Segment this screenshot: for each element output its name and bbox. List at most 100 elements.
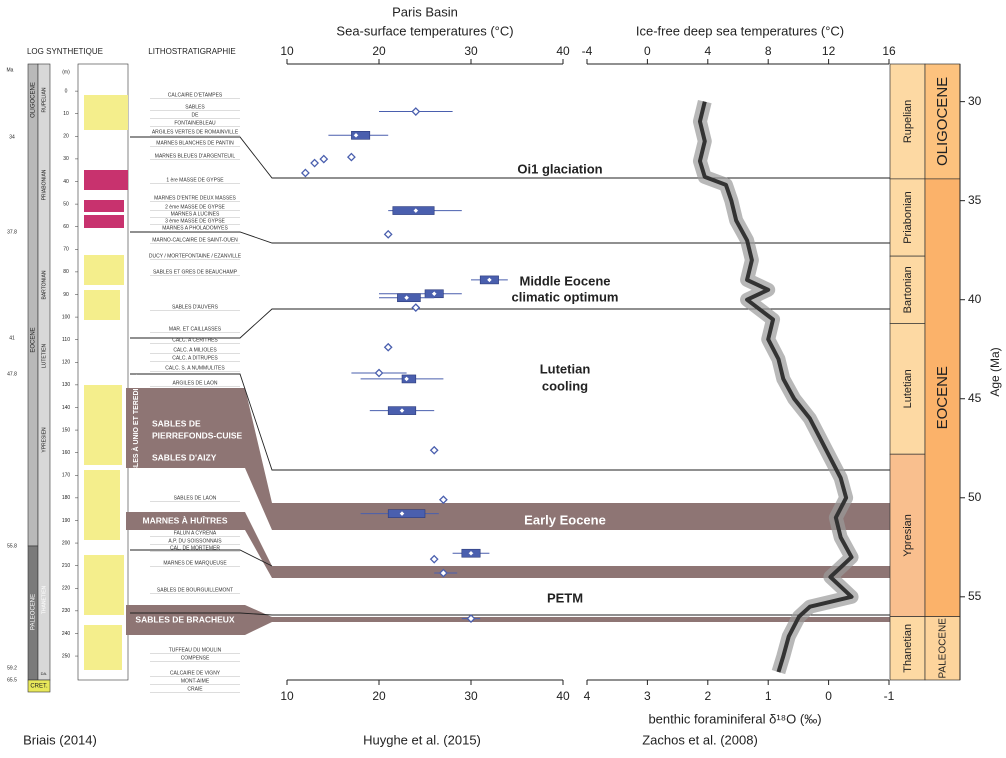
litho-label: MAR. ET CAILLASSES xyxy=(169,326,222,332)
litho-label: CALC. S. A NUMMULITES xyxy=(165,365,225,371)
point xyxy=(431,556,438,563)
point xyxy=(412,108,419,115)
litho-label: 3 ème MASSE DE GYPSE xyxy=(165,218,225,224)
figure: LOG SYNTHETIQUE LITHOSTRATIGRAPHIE Ma (m… xyxy=(0,0,1006,753)
x2-axis-title: Ice-free deep sea temperatures (°C) xyxy=(636,23,844,38)
point xyxy=(311,160,318,167)
x-tick-label: 20 xyxy=(372,44,386,58)
litho-label: CALCAIRE D'ETAMPES xyxy=(168,92,223,98)
log-age: 37.8 xyxy=(7,229,17,235)
y-tick-label: 55 xyxy=(968,589,982,603)
litho-label: 2 ème MASSE DE GYPSE xyxy=(165,204,225,210)
sand-label: SABLES DE BRACHEUX xyxy=(135,614,235,624)
source: Zachos et al. (2008) xyxy=(642,732,758,747)
depth-label: 210 xyxy=(62,563,71,569)
depth-label: 230 xyxy=(62,608,71,614)
litho-label: CAL. DE MORTEMER xyxy=(170,545,220,551)
y-tick-label: 30 xyxy=(968,94,982,108)
log-age: 65.5 xyxy=(7,677,17,683)
depth-label: 140 xyxy=(62,405,71,411)
log-stage: DA. xyxy=(41,671,48,676)
litho-label: MARNES BLANCHES DE PANTIN xyxy=(156,140,234,146)
litho-label: CALC. A CERITHES xyxy=(172,337,218,343)
source: Briais (2014) xyxy=(23,732,97,747)
event-label: cooling xyxy=(542,378,588,393)
depth-label: 0 xyxy=(65,88,68,94)
log-age: 34 xyxy=(9,134,15,140)
stage-label: Lutetian xyxy=(902,369,914,408)
event-label: Middle Eocene xyxy=(519,273,610,288)
litho-label: CALC. A DITRUPES xyxy=(172,355,218,361)
x2-tick-label: 4 xyxy=(704,44,711,58)
x-tick-label: 40 xyxy=(556,44,570,58)
log-epoch: EOCENE xyxy=(31,327,37,352)
depth-label: 180 xyxy=(62,495,71,501)
y-axis-title: Age (Ma) xyxy=(988,347,1002,396)
event-label: climatic optimum xyxy=(512,289,619,304)
stage-label: Rupelian xyxy=(902,100,914,143)
chart-title: Paris Basin xyxy=(392,4,458,19)
sand-label: PIERREFONDS-CUISE xyxy=(152,430,243,440)
litho-label: SABLES DE LAON xyxy=(174,495,217,501)
litho-label: MARNES BLEUES D'ARGENTEUIL xyxy=(155,153,236,159)
litho-label: MARNES DE MARQUEUSE xyxy=(163,560,227,566)
chart-subtitle: Sea-surface temperatures (°C) xyxy=(336,23,513,38)
litho-label: COMPENSE xyxy=(181,655,210,661)
x2-tick-label: 12 xyxy=(822,44,836,58)
depth-label: 250 xyxy=(62,653,71,659)
sand-label: MARNES À HUÎTRES xyxy=(142,514,227,525)
sand-bands xyxy=(126,388,890,635)
x-tick-label: 4 xyxy=(584,689,591,703)
litho-label: SABLES ET GRES DE BEAUCHAMP xyxy=(153,269,238,275)
x-tick-label: 10 xyxy=(280,689,294,703)
depth-label: 100 xyxy=(62,314,71,320)
x-tick-label: 20 xyxy=(372,689,386,703)
log-epoch: PALEOCENE xyxy=(31,594,37,630)
event-label: Oi1 glaciation xyxy=(517,161,602,176)
epoch-label: OLIGOCENE xyxy=(934,77,951,166)
depth-label: 40 xyxy=(63,179,69,185)
log-unit: Ma xyxy=(7,67,14,73)
depth-label: 70 xyxy=(63,247,69,253)
log-stage: PRIABONIAN xyxy=(41,169,47,200)
y-tick-label: 40 xyxy=(968,292,982,306)
log-age: 59.2 xyxy=(7,665,17,671)
depth-label: 160 xyxy=(62,450,71,456)
header: LITHOSTRATIGRAPHIE xyxy=(148,47,235,56)
stage-label: Thanetian xyxy=(902,624,914,673)
depth-label: 30 xyxy=(63,156,69,162)
depth-label: 170 xyxy=(62,473,71,479)
litho-label: CRAIE xyxy=(187,686,203,692)
event-label: PETM xyxy=(547,590,583,605)
x-tick-label: 1 xyxy=(765,689,772,703)
litho-label: 1 ère MASSE DE GYPSE xyxy=(166,177,224,183)
x-tick-label: 3 xyxy=(644,689,651,703)
depth-label: 130 xyxy=(62,382,71,388)
litho-label: SABLES DE BOURGUILLEMONT xyxy=(157,587,233,593)
litho-label: MARNES A LUCINES xyxy=(171,211,220,217)
litho-label: MARNES D'ENTRE DEUX MASSES xyxy=(154,195,236,201)
x-axis-title: benthic foraminiferal δ¹⁸O (‰) xyxy=(648,711,821,726)
log-stage: BARTONIAN xyxy=(41,270,47,299)
litho-label: FALUN A CYRENA xyxy=(174,530,217,536)
depth-label: 190 xyxy=(62,518,71,524)
litho-label: CALCAIRE DE VIGNY xyxy=(170,670,221,676)
depth-label: 20 xyxy=(63,134,69,140)
litho-label: TUFFEAU DU MOULIN xyxy=(169,647,222,653)
log-epoch: OLIGOCENE xyxy=(31,82,37,118)
x2-tick-label: 8 xyxy=(765,44,772,58)
point xyxy=(440,496,447,503)
x2-tick-label: -4 xyxy=(582,44,593,58)
x-tick-label: 2 xyxy=(704,689,711,703)
x2-tick-label: 16 xyxy=(882,44,896,58)
litho-label: ARGILES DE LAON xyxy=(172,380,217,386)
litho-label: MARNO-CALCAIRE DE SAINT-OUEN xyxy=(152,237,238,243)
x-tick-label: 30 xyxy=(464,44,478,58)
point xyxy=(376,369,383,376)
header: LOG SYNTHETIQUE xyxy=(27,47,103,56)
litho-label: SABLES D'AUVERS xyxy=(172,304,219,310)
stage-label: Priabonian xyxy=(902,191,914,244)
log-stage: LUTETIEN xyxy=(41,344,47,369)
data-spread xyxy=(700,102,852,672)
event-label: climatic optimum xyxy=(512,528,619,543)
